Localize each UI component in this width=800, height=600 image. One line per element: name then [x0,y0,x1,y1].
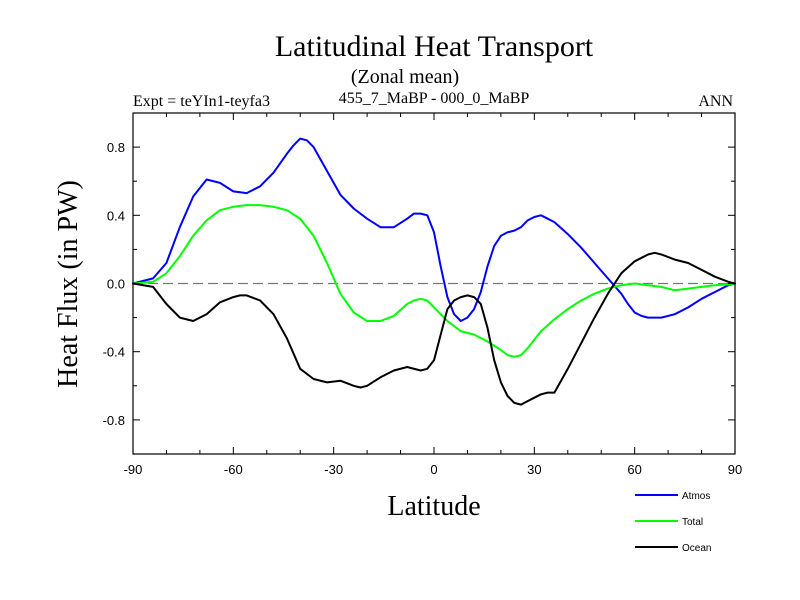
y-tick-label: -0.8 [103,413,125,428]
period-label: 455_7_MaBP - 000_0_MaBP [339,90,530,107]
x-tick-label: 30 [527,462,541,477]
series-line-total [132,204,736,358]
series-line-atmos [132,137,736,322]
y-tick-label: 0.0 [107,277,125,292]
x-axis-label: Latitude [387,491,480,522]
y-tick-label: -0.4 [103,345,125,360]
x-tick-label: -90 [124,462,143,477]
legend-label-total: Total [682,517,703,528]
legend-label-ocean: Ocean [682,543,711,554]
x-tick-label: -60 [224,462,243,477]
series-line-ocean [132,251,736,406]
y-tick-label: 0.8 [107,140,125,155]
x-tick-label: 90 [728,462,742,477]
x-tick-label: 60 [627,462,641,477]
season-label: ANN [698,93,733,110]
y-tick-label: 0.4 [107,208,125,223]
x-tick-label: -30 [324,462,343,477]
legend: Atmos Total Ocean [635,491,711,554]
experiment-label: Expt = teYIn1-teyfa3 [133,93,270,110]
x-tick-label: 0 [430,462,437,477]
chart-title: Latitudinal Heat Transport [275,30,594,63]
legend-label-atmos: Atmos [682,491,710,502]
y-axis-label: Heat Flux (in PW) [53,180,84,388]
chart-subtitle: (Zonal mean) [351,66,459,88]
